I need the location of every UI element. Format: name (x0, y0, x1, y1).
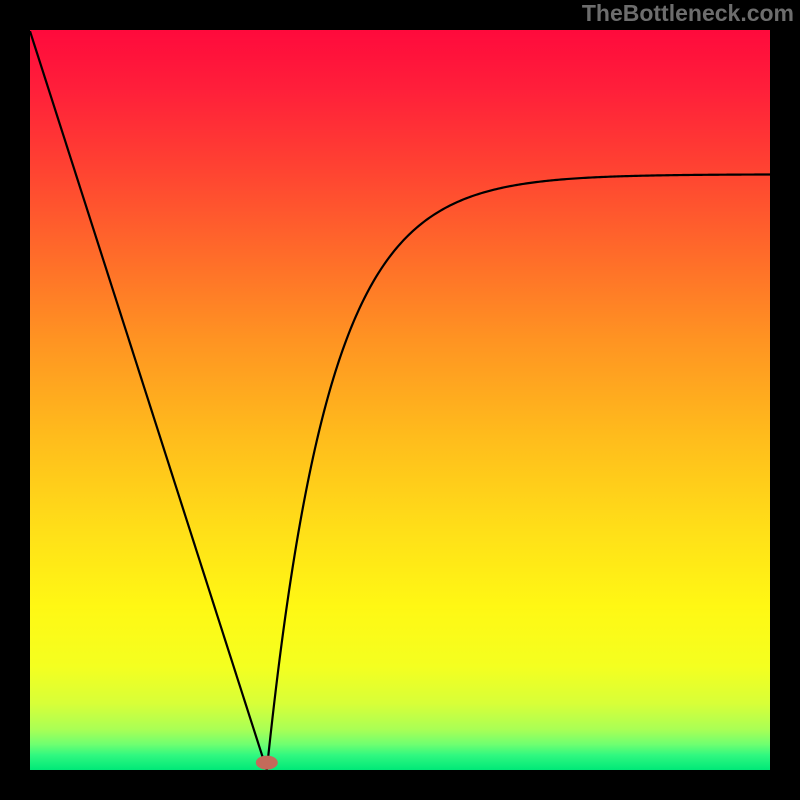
watermark-text: TheBottleneck.com (582, 0, 794, 27)
gradient-background (30, 30, 770, 770)
chart-container: TheBottleneck.com (0, 0, 800, 800)
plot-area (30, 30, 770, 770)
optimum-marker (256, 756, 278, 770)
